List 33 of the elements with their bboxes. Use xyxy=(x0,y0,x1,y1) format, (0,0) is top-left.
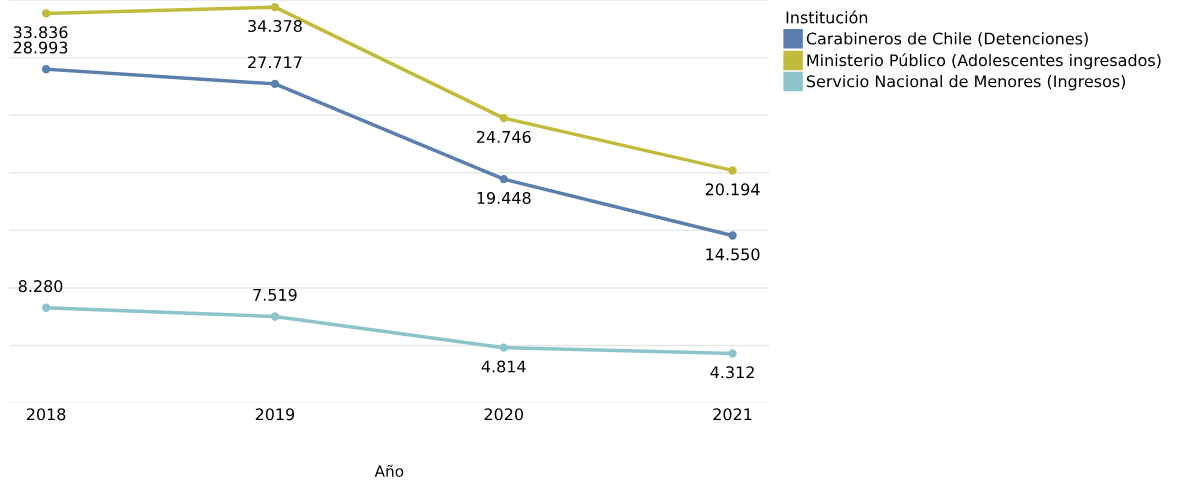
data-label: 34.378 xyxy=(248,19,302,33)
legend-title: Institución xyxy=(786,10,868,24)
x-tick-label: 2020 xyxy=(484,408,524,421)
legend-label: Carabineros de Chile (Detenciones) xyxy=(806,32,1088,47)
data-label: 4.312 xyxy=(710,366,754,379)
point xyxy=(41,303,51,312)
data-label: 4.814 xyxy=(481,360,526,373)
point xyxy=(499,174,508,184)
point xyxy=(41,9,51,18)
data-label: 14.550 xyxy=(706,248,760,261)
point xyxy=(270,2,280,12)
data-label: 19.448 xyxy=(477,191,531,204)
point xyxy=(728,231,737,240)
data-label: 33.836 xyxy=(13,26,68,39)
point xyxy=(41,65,51,74)
point xyxy=(270,312,280,321)
data-label: 24.746 xyxy=(476,130,531,143)
data-label: 7.519 xyxy=(253,288,297,301)
data-label: 20.194 xyxy=(705,183,760,196)
legend-label: Servicio Nacional de Menores (Ingresos) xyxy=(806,74,1125,91)
data-label: 8.280 xyxy=(18,280,63,293)
point xyxy=(499,113,508,123)
point xyxy=(728,166,737,175)
x-tick-label: 2019 xyxy=(255,408,295,421)
point xyxy=(499,343,508,352)
point xyxy=(728,349,737,358)
data-label: 28.993 xyxy=(13,41,68,54)
data-label: 27.717 xyxy=(248,56,302,69)
x-tick-label: 2021 xyxy=(713,408,752,421)
x-tick-label: 2018 xyxy=(26,408,66,421)
legend-label: Ministerio Público (Adolescentes ingresados) xyxy=(807,53,1161,70)
point xyxy=(270,79,280,89)
x-axis-title: Año xyxy=(374,464,404,477)
